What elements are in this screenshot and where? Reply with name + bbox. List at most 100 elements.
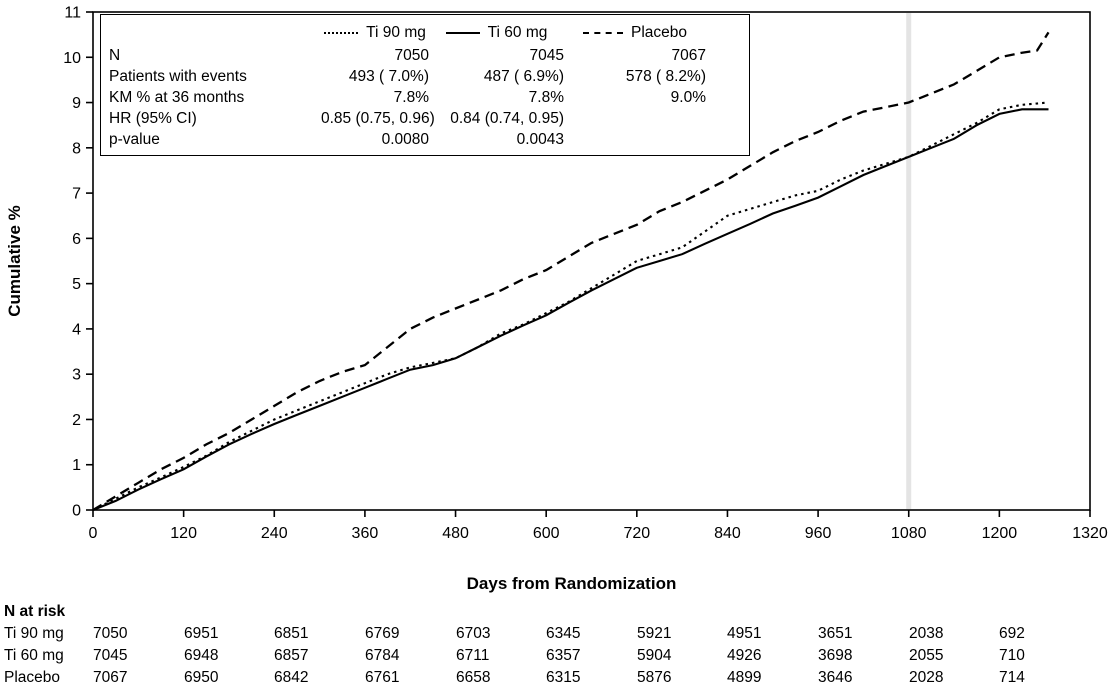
stats-row-hr: HR (95% CI) 0.85 (0.75, 0.96) 0.84 (0.74… — [109, 108, 749, 129]
risk-row-label: Ti 90 mg — [4, 625, 64, 642]
x-tick-label: 0 — [89, 525, 98, 542]
y-tick-label: 11 — [64, 5, 81, 22]
series-curve-placebo — [92, 31, 1050, 511]
risk-value: 2028 — [909, 669, 944, 686]
risk-row-placebo: Placebo 7067 6950 6842 6761 6658 6315 5876 4899… — [0, 669, 1112, 689]
risk-value: 6784 — [365, 647, 400, 664]
risk-value: 6948 — [184, 647, 219, 664]
risk-value: 6703 — [456, 625, 491, 642]
stats-value: 0.84 (0.74, 0.95) — [450, 110, 564, 127]
y-tick-label: 1 — [72, 457, 81, 474]
stats-row-events: Patients with events 493 ( 7.0%) 487 ( 6… — [109, 66, 749, 87]
risk-value: 6357 — [546, 647, 581, 664]
risk-value: 5876 — [637, 669, 672, 686]
risk-value: 5921 — [637, 625, 672, 642]
risk-row-label: Ti 60 mg — [4, 647, 64, 664]
legend-entry-ti90: Ti 90 mg — [321, 22, 429, 43]
series-curve-ti-90-mg — [92, 101, 1049, 511]
legend-label-ti60: Ti 60 mg — [487, 23, 548, 41]
risk-value: 6658 — [456, 669, 491, 686]
x-tick-label: 960 — [805, 525, 832, 542]
stats-label: Patients with events — [109, 68, 247, 85]
stats-value: 0.0080 — [381, 131, 429, 148]
risk-row-ti60: Ti 60 mg 7045 6948 6857 6784 6711 6357 5904 492… — [0, 647, 1112, 667]
y-tick-label: 7 — [72, 186, 81, 203]
risk-value: 6842 — [274, 669, 309, 686]
stats-row-pvalue: p-value 0.0080 0.0043 — [109, 129, 749, 150]
x-tick-label: 840 — [714, 525, 741, 542]
legend-header-row: Ti 90 mg Ti 60 mg Placebo — [109, 19, 749, 45]
x-tick-label: 120 — [170, 525, 197, 542]
y-tick-label: 10 — [63, 50, 81, 67]
stats-value: 9.0% — [670, 89, 706, 106]
risk-value: 6951 — [184, 625, 219, 642]
risk-value: 6315 — [546, 669, 581, 686]
stats-value: 7050 — [394, 47, 429, 64]
risk-value: 3646 — [818, 669, 853, 686]
stats-value — [564, 129, 706, 150]
stats-row-n: N 7050 7045 7067 — [109, 45, 749, 66]
y-tick-label: 9 — [72, 95, 81, 112]
x-axis-title: Days from Randomization — [467, 574, 677, 593]
risk-value: 6851 — [274, 625, 309, 642]
x-tick-label: 480 — [442, 525, 469, 542]
risk-value: 4899 — [727, 669, 762, 686]
risk-value: 6769 — [365, 625, 400, 642]
x-tick-label: 360 — [352, 525, 379, 542]
risk-value: 7045 — [93, 647, 128, 664]
stats-label: p-value — [109, 131, 160, 148]
risk-value: 6857 — [274, 647, 309, 664]
risk-value: 4926 — [727, 647, 762, 664]
dashed-line-sample-icon — [582, 32, 623, 34]
stats-value: 7.8% — [393, 89, 429, 106]
x-tick-label: 1080 — [891, 525, 927, 542]
y-tick-label: 6 — [72, 231, 81, 248]
risk-table-title: N at risk — [4, 603, 66, 620]
stats-value: 493 ( 7.0%) — [348, 68, 429, 85]
risk-value: 4951 — [727, 625, 762, 642]
stats-value: 7045 — [529, 47, 564, 64]
stats-label: HR (95% CI) — [109, 110, 197, 127]
y-tick-label: 2 — [72, 412, 81, 429]
series-curve-ti-60-mg — [92, 108, 1049, 511]
legend-entry-ti60: Ti 60 mg — [429, 22, 564, 43]
risk-value: 710 — [999, 647, 1025, 664]
stats-label: KM % at 36 months — [109, 89, 245, 106]
legend-stats-box: Ti 90 mg Ti 60 mg Placebo N 7050 7045 70… — [100, 14, 750, 156]
legend-label-placebo: Placebo — [630, 23, 687, 41]
risk-value: 692 — [999, 625, 1025, 642]
risk-value: 2055 — [909, 647, 944, 664]
risk-value: 6711 — [456, 647, 490, 664]
risk-row-ti90: Ti 90 mg 7050 6951 6851 6769 6703 6345 5921 495… — [0, 625, 1112, 645]
stats-value: 7.8% — [528, 89, 564, 106]
stats-value — [564, 108, 706, 129]
stats-value: 0.85 (0.75, 0.96) — [321, 110, 435, 127]
y-tick-label: 3 — [72, 367, 81, 384]
dotted-line-sample-icon — [324, 32, 359, 34]
stats-value: 0.0043 — [516, 131, 564, 148]
risk-value: 6345 — [546, 625, 581, 642]
x-tick-label: 1200 — [982, 525, 1018, 542]
risk-row-label: Placebo — [4, 669, 61, 686]
risk-value: 6761 — [365, 669, 400, 686]
y-tick-label: 4 — [72, 321, 81, 338]
stats-value: 578 ( 8.2%) — [625, 68, 706, 85]
risk-value: 6950 — [184, 669, 219, 686]
legend-label-ti90: Ti 90 mg — [366, 23, 426, 41]
legend-entry-placebo: Placebo — [564, 22, 706, 43]
risk-value: 7050 — [93, 625, 128, 642]
x-tick-label: 1320 — [1072, 525, 1108, 542]
y-tick-label: 8 — [72, 140, 81, 157]
risk-value: 3651 — [818, 625, 853, 642]
n-at-risk-table: N at risk Ti 90 mg 7050 6951 6851 6769 6703 6… — [0, 598, 1112, 696]
risk-value: 3698 — [818, 647, 853, 664]
risk-value: 2038 — [909, 625, 944, 642]
stats-value: 7067 — [671, 47, 706, 64]
stats-row-km36: KM % at 36 months 7.8% 7.8% 9.0% — [109, 87, 749, 108]
x-tick-label: 600 — [533, 525, 560, 542]
km-plot-canvas: 0 120 240 360 480 600 720 840 960 1080 1200 1320 0 1 2… — [5, 5, 1108, 594]
risk-value: 714 — [999, 669, 1025, 686]
y-tick-label: 5 — [72, 276, 81, 293]
x-tick-label: 240 — [261, 525, 288, 542]
